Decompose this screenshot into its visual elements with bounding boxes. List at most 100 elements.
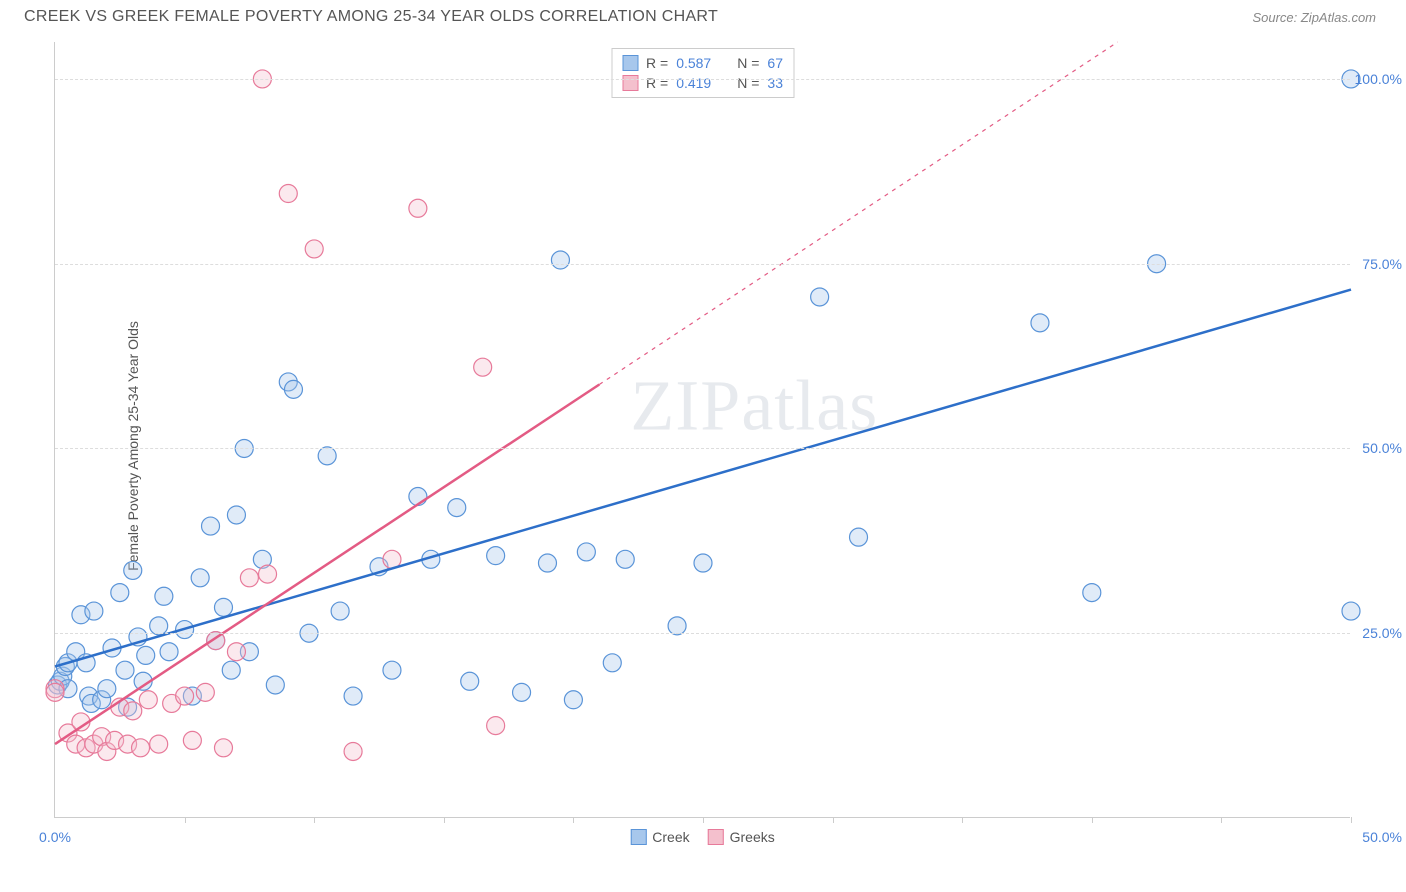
data-point <box>811 288 829 306</box>
source-attribution: Source: ZipAtlas.com <box>1252 10 1376 25</box>
legend-swatch <box>622 75 638 91</box>
x-tick-label: 0.0% <box>39 829 71 845</box>
legend-stat-row: R = 0.587 N = 67 <box>622 53 783 73</box>
data-point <box>227 506 245 524</box>
data-point <box>202 517 220 535</box>
y-tick-label: 100.0% <box>1355 71 1402 87</box>
data-point <box>577 543 595 561</box>
data-point <box>259 565 277 583</box>
data-point <box>616 550 634 568</box>
data-point <box>155 587 173 605</box>
data-point <box>284 380 302 398</box>
data-point <box>344 742 362 760</box>
y-tick-label: 50.0% <box>1362 440 1402 456</box>
data-point <box>1031 314 1049 332</box>
data-point <box>196 683 214 701</box>
y-tick-label: 75.0% <box>1362 256 1402 272</box>
data-point <box>266 676 284 694</box>
data-point <box>474 358 492 376</box>
data-point <box>124 702 142 720</box>
legend-item: Creek <box>630 829 689 845</box>
data-point <box>318 447 336 465</box>
data-point <box>176 687 194 705</box>
data-point <box>111 584 129 602</box>
data-point <box>132 739 150 757</box>
correlation-legend: R = 0.587 N = 67 R = 0.419 N = 33 <box>611 48 794 98</box>
trendline <box>55 290 1351 667</box>
data-point <box>850 528 868 546</box>
legend-stat-row: R = 0.419 N = 33 <box>622 73 783 93</box>
series-legend: Creek Greeks <box>630 829 774 845</box>
data-point <box>183 731 201 749</box>
data-point <box>305 240 323 258</box>
data-point <box>383 661 401 679</box>
data-point <box>564 691 582 709</box>
data-point <box>279 185 297 203</box>
plot-area: ZIPatlas R =0.587N =67R =0.419N =33 Cree… <box>54 42 1350 818</box>
x-tick <box>1351 817 1352 823</box>
data-point <box>668 617 686 635</box>
data-point <box>694 554 712 572</box>
gridline-horizontal <box>55 633 1350 634</box>
x-tick-label: 50.0% <box>1362 829 1402 845</box>
data-point <box>344 687 362 705</box>
gridline-horizontal <box>55 264 1350 265</box>
x-tick <box>833 817 834 823</box>
x-tick <box>185 817 186 823</box>
chart-title: CREEK VS GREEK FEMALE POVERTY AMONG 25-3… <box>24 8 718 26</box>
plot-svg <box>55 42 1350 817</box>
legend-swatch <box>708 829 724 845</box>
y-tick-label: 25.0% <box>1362 625 1402 641</box>
data-point <box>98 680 116 698</box>
n-value: 67 <box>767 55 783 71</box>
gridline-horizontal <box>55 79 1350 80</box>
data-point <box>160 643 178 661</box>
r-label: R = <box>646 75 668 91</box>
n-label: N = <box>737 75 759 91</box>
data-point <box>1083 584 1101 602</box>
data-point <box>603 654 621 672</box>
data-point <box>409 199 427 217</box>
data-point <box>1342 602 1360 620</box>
data-point <box>487 717 505 735</box>
r-value: 0.419 <box>676 75 711 91</box>
x-tick <box>1092 817 1093 823</box>
x-tick <box>444 817 445 823</box>
data-point <box>222 661 240 679</box>
data-point <box>240 569 258 587</box>
x-tick <box>314 817 315 823</box>
n-value: 33 <box>767 75 783 91</box>
data-point <box>227 643 245 661</box>
data-point <box>409 488 427 506</box>
data-point <box>137 646 155 664</box>
data-point <box>538 554 556 572</box>
x-tick <box>573 817 574 823</box>
legend-label: Greeks <box>730 829 775 845</box>
legend-label: Creek <box>652 829 689 845</box>
data-point <box>214 739 232 757</box>
r-label: R = <box>646 55 668 71</box>
data-point <box>513 683 531 701</box>
data-point <box>461 672 479 690</box>
data-point <box>487 547 505 565</box>
data-point <box>46 683 64 701</box>
legend-swatch <box>622 55 638 71</box>
data-point <box>124 561 142 579</box>
x-tick <box>1221 817 1222 823</box>
data-point <box>139 691 157 709</box>
data-point <box>448 499 466 517</box>
data-point <box>150 617 168 635</box>
n-label: N = <box>737 55 759 71</box>
gridline-horizontal <box>55 448 1350 449</box>
data-point <box>150 735 168 753</box>
x-tick <box>962 817 963 823</box>
data-point <box>116 661 134 679</box>
data-point <box>191 569 209 587</box>
data-point <box>214 598 232 616</box>
legend-item: Greeks <box>708 829 775 845</box>
data-point <box>331 602 349 620</box>
x-tick <box>703 817 704 823</box>
r-value: 0.587 <box>676 55 711 71</box>
data-point <box>85 602 103 620</box>
legend-swatch <box>630 829 646 845</box>
